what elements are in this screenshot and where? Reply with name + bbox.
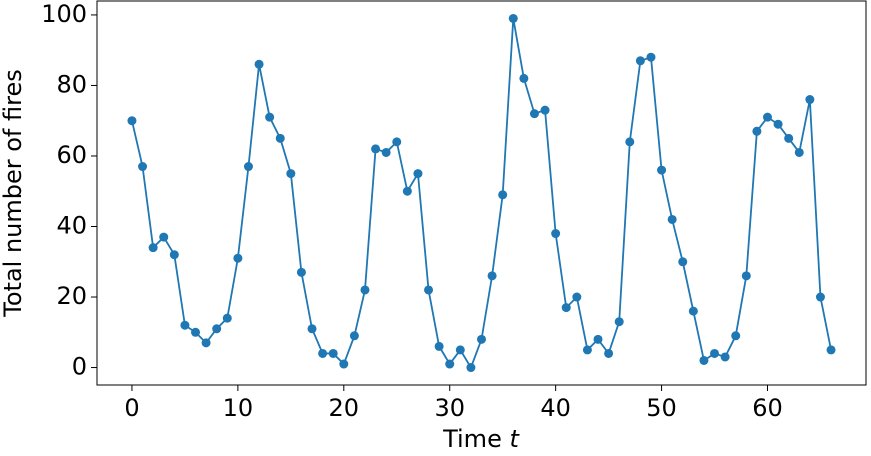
point [699,355,709,365]
point [752,126,762,136]
point [815,292,825,302]
point [477,334,486,344]
point [169,250,179,260]
point [212,324,222,334]
point [328,348,338,358]
point [360,285,370,295]
x-axis-label: Time t [442,425,520,453]
point [434,341,444,351]
x-tick-label: 0 [124,394,139,422]
point [657,165,667,175]
point [180,320,190,330]
point [413,169,423,179]
point [741,271,751,281]
y-tick-label: 40 [56,211,87,239]
point [138,162,148,172]
point [307,324,317,334]
point [762,112,772,122]
point [265,112,275,122]
point [233,253,243,263]
x-tick-label: 30 [434,394,465,422]
y-tick-label: 0 [72,353,87,381]
point [466,363,476,373]
point [635,56,645,66]
point [254,59,264,69]
point [127,116,137,126]
point [243,162,253,172]
x-tick-label: 60 [752,394,783,422]
point [508,13,518,23]
point [201,338,211,348]
point [159,232,169,242]
y-tick-label: 60 [56,141,87,169]
point [529,109,539,119]
point [604,348,614,358]
point [222,313,232,323]
point [773,119,783,129]
point [445,359,455,369]
point [349,331,359,341]
y-tick-label: 80 [56,70,87,98]
point [805,95,815,105]
point [191,327,201,337]
point [625,137,635,147]
point [402,186,412,196]
point [519,73,529,83]
point [339,359,349,369]
point [593,334,603,344]
point [572,292,582,302]
point [540,105,550,115]
point [318,348,328,358]
point [731,331,741,341]
point [424,285,434,295]
point [710,348,720,358]
x-tick-label: 50 [646,394,677,422]
y-axis-label: Total number of fires [0,69,27,317]
point [688,306,698,316]
point [582,345,592,355]
point [826,345,836,355]
x-tick-label: 10 [223,394,254,422]
point [148,243,158,253]
y-tick-label: 20 [56,282,87,310]
point [487,271,497,281]
point [667,214,677,224]
point [784,133,794,143]
point [392,137,402,147]
point [561,303,571,313]
point [498,190,508,200]
point [275,133,285,143]
point [794,147,804,157]
x-tick-label: 20 [329,394,360,422]
point [614,317,624,327]
plot-frame [96,0,867,386]
point [371,144,381,154]
y-tick-label: 100 [41,0,87,28]
point [720,352,730,362]
point [678,257,688,267]
point [286,169,296,179]
x-tick-label: 40 [540,394,571,422]
point [296,267,306,277]
point [455,345,465,355]
point [551,229,561,239]
point [646,52,656,62]
line [131,18,832,370]
point [381,147,391,157]
